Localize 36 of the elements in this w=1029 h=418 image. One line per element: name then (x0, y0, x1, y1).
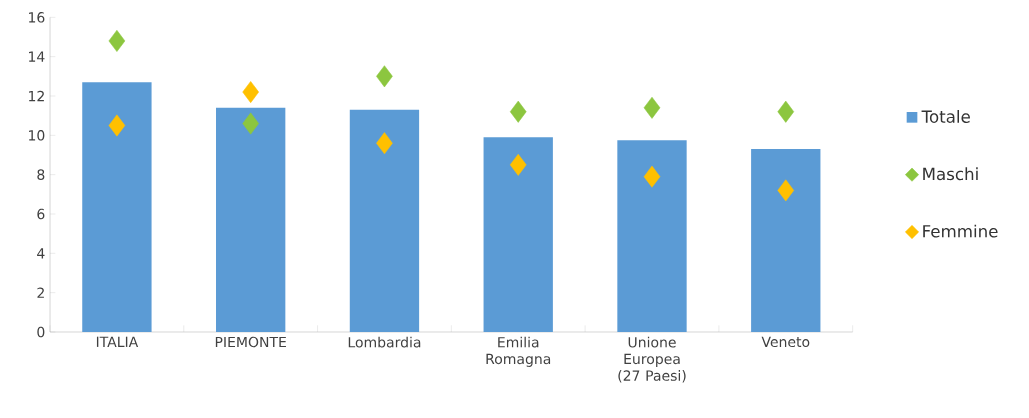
y-tick-label: 16 (29, 12, 45, 23)
bar (617, 140, 687, 332)
x-tick-label: Unione Europea (27 Paesi) (618, 336, 686, 383)
legend-label: Femmine (923, 224, 998, 238)
point (777, 100, 795, 123)
bar (216, 107, 286, 332)
point (509, 100, 527, 123)
x-tick-label: ITALIA (96, 336, 139, 347)
y-tick-label: 8 (37, 169, 45, 180)
y-tick-label: 14 (29, 51, 45, 62)
x-tick-label: Emilia Romagna (486, 336, 551, 367)
point (777, 179, 795, 202)
bar (349, 109, 420, 332)
y-tick-label: 12 (29, 90, 44, 102)
point (643, 96, 661, 119)
y-tick-label: 0 (37, 326, 45, 338)
bar (483, 137, 553, 332)
point (509, 153, 527, 176)
bar (751, 149, 821, 332)
point (242, 81, 259, 103)
point (643, 165, 661, 188)
y-tick-label: 2 (37, 287, 44, 298)
bar (82, 82, 152, 332)
x-tick-label: PIEMONTE (215, 336, 286, 348)
y-tick-label: 4 (37, 248, 45, 259)
y-tick-label: 6 (37, 208, 45, 220)
point (108, 114, 126, 137)
point (376, 132, 393, 155)
x-tick-label: Lombardia (348, 336, 421, 348)
point (376, 65, 393, 88)
y-tick-label: 10 (29, 130, 45, 141)
legend-label: Totale (921, 109, 970, 123)
legend-label: Maschi (923, 167, 978, 181)
point (108, 29, 126, 52)
x-tick-label: Veneto (761, 336, 810, 348)
point (242, 112, 259, 135)
